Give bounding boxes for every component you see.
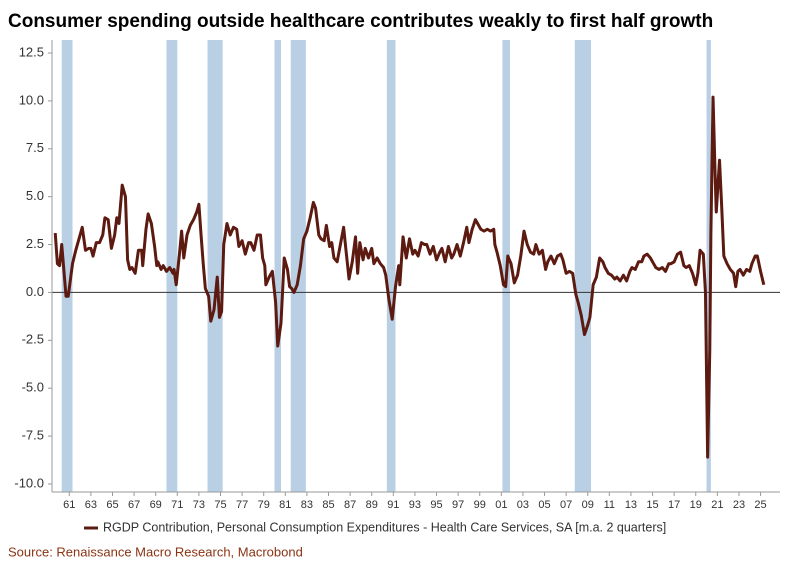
- y-tick-label: -7.5: [22, 428, 44, 443]
- x-tick-label: 89: [366, 499, 378, 511]
- x-tick-label: 61: [63, 499, 75, 511]
- y-tick-label: 5.0: [26, 188, 44, 203]
- x-tick-label: 83: [301, 499, 313, 511]
- y-tick-label: 2.5: [26, 236, 44, 251]
- x-tick-label: 03: [517, 499, 529, 511]
- chart-title: Consumer spending outside healthcare con…: [8, 11, 713, 32]
- x-tick-label: 17: [668, 499, 680, 511]
- y-tick-label: 0.0: [26, 284, 44, 299]
- recession-band: [290, 40, 306, 492]
- x-tick-label: 75: [214, 499, 226, 511]
- x-tick-label: 09: [582, 499, 594, 511]
- x-tick-label: 63: [85, 499, 97, 511]
- x-tick-label: 69: [150, 499, 162, 511]
- recession-band: [61, 40, 73, 492]
- y-tick-label: 10.0: [19, 92, 44, 107]
- x-tick-label: 25: [754, 499, 766, 511]
- x-tick-label: 13: [625, 499, 637, 511]
- x-tick-label: 85: [322, 499, 334, 511]
- x-tick-label: 01: [495, 499, 507, 511]
- x-tick-label: 71: [171, 499, 183, 511]
- x-tick-label: 11: [604, 499, 615, 511]
- recession-band: [166, 40, 178, 492]
- data-line: [53, 95, 766, 459]
- legend-label: RGDP Contribution, Personal Consumption …: [103, 520, 666, 534]
- x-tick-label: 65: [106, 499, 118, 511]
- x-tick-label: 81: [279, 499, 291, 511]
- x-tick-label: 97: [452, 499, 464, 511]
- y-tick-label: 7.5: [26, 140, 44, 155]
- x-tick-label: 79: [258, 499, 270, 511]
- x-tick-label: 05: [538, 499, 550, 511]
- x-tick-label: 87: [344, 499, 356, 511]
- x-tick-label: 23: [733, 499, 745, 511]
- x-tick-label: 07: [560, 499, 572, 511]
- x-tick-label: 67: [128, 499, 140, 511]
- x-tick-label: 77: [236, 499, 248, 511]
- x-tick-label: 95: [430, 499, 442, 511]
- y-tick-label: 12.5: [19, 44, 44, 59]
- y-tick-label: -2.5: [22, 332, 44, 347]
- source: Source: Renaissance Macro Research, Macr…: [8, 544, 303, 559]
- x-tick-label: 21: [711, 499, 723, 511]
- x-tick-label: 15: [646, 499, 658, 511]
- recession-band: [386, 40, 396, 492]
- x-tick-label: 19: [690, 499, 702, 511]
- recession-band: [574, 40, 591, 492]
- recession-band: [274, 40, 281, 492]
- x-tick-label: 73: [193, 499, 205, 511]
- recession-band: [207, 40, 223, 492]
- x-tick-label: 99: [474, 499, 486, 511]
- recession-band: [706, 40, 711, 492]
- y-tick-label: -10.0: [14, 475, 44, 490]
- x-tick-label: 91: [387, 499, 399, 511]
- y-tick-label: -5.0: [22, 380, 44, 395]
- x-tick-label: 93: [409, 499, 421, 511]
